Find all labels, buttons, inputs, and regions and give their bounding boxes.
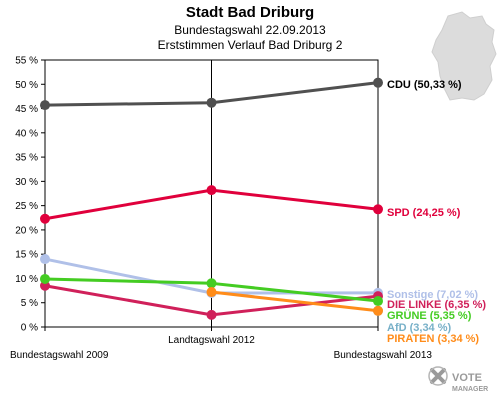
data-point xyxy=(206,309,217,320)
y-tick-label: 30 % xyxy=(15,177,38,188)
data-point xyxy=(40,213,50,224)
logo-text-vote: VOTE xyxy=(452,372,482,384)
x-category-label: Landtagswahl 2012 xyxy=(168,335,255,346)
data-point xyxy=(373,305,383,316)
y-tick-label: 55 % xyxy=(15,56,38,67)
y-tick-label: 5 % xyxy=(21,298,38,309)
data-point xyxy=(206,287,217,298)
data-point xyxy=(373,77,383,88)
chart-subtitle-2: Erststimmen Verlauf Bad Driburg 2 xyxy=(157,38,343,52)
series-end-label: GRÜNE (5,35 %) xyxy=(387,309,472,322)
y-tick-label: 35 % xyxy=(15,153,38,164)
data-point xyxy=(40,273,50,284)
logo-text-manager: MANAGER xyxy=(452,386,488,393)
germany-map-icon xyxy=(431,11,497,101)
y-tick-label: 40 % xyxy=(15,128,38,139)
y-tick-label: 0 % xyxy=(21,323,38,334)
data-point xyxy=(40,254,50,265)
series-end-label: CDU (50,33 %) xyxy=(387,79,462,91)
vote-manager-logo: VOTE MANAGER xyxy=(428,366,488,393)
y-tick-label: 45 % xyxy=(15,104,38,115)
data-point xyxy=(206,278,217,289)
y-tick-label: 50 % xyxy=(15,80,38,91)
y-tick-label: 10 % xyxy=(15,274,38,285)
y-tick-label: 20 % xyxy=(15,225,38,236)
x-category-label: Bundestagswahl 2009 xyxy=(10,350,109,361)
chart-subtitle: Bundestagswahl 22.09.2013 xyxy=(174,23,326,37)
series-end-label: PIRATEN (3,34 %) xyxy=(387,333,479,345)
series-line-piraten xyxy=(211,290,379,313)
data-point xyxy=(40,100,50,111)
data-point xyxy=(206,185,217,196)
y-tick-label: 25 % xyxy=(15,201,38,212)
series-end-label: DIE LINKE (6,35 %) xyxy=(387,299,486,311)
x-category-label: Bundestagswahl 2013 xyxy=(334,350,433,361)
data-point xyxy=(373,204,383,215)
series-end-label: AfD (3,34 %) xyxy=(387,322,452,334)
y-tick-label: 15 % xyxy=(15,250,38,261)
series-end-label: SPD (24,25 %) xyxy=(387,207,461,219)
series-end-label: Sonstige (7,02 %) xyxy=(387,289,478,301)
chart-title: Stadt Bad Driburg xyxy=(185,4,315,21)
data-point xyxy=(373,296,383,307)
data-point xyxy=(206,97,217,108)
